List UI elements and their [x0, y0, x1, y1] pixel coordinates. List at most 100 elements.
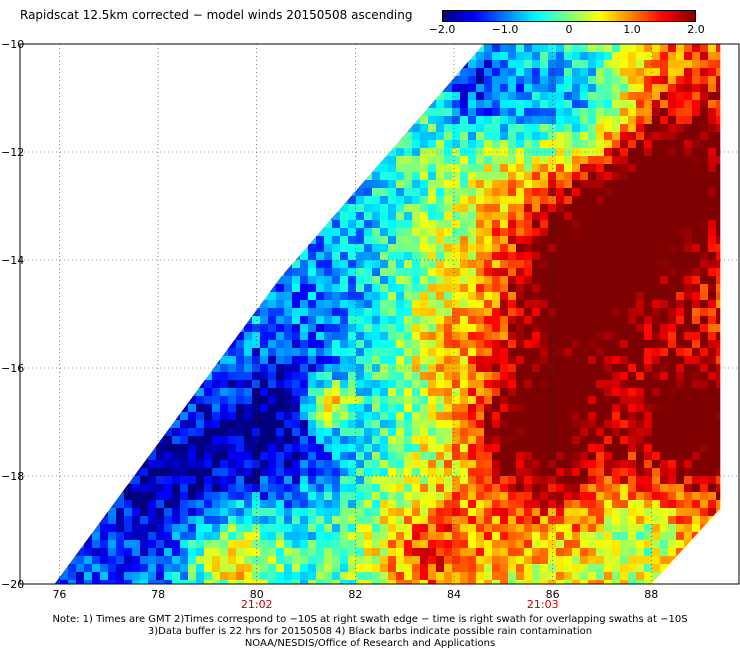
- data-cell: [356, 204, 365, 213]
- data-cell: [164, 356, 173, 365]
- data-cell: [412, 116, 421, 125]
- data-cell: [580, 468, 589, 477]
- data-cell: [716, 308, 721, 317]
- data-cell: [404, 132, 413, 141]
- data-cell: [636, 276, 645, 285]
- data-cell: [156, 260, 165, 269]
- data-cell: [292, 300, 301, 309]
- data-cell: [620, 244, 629, 253]
- data-cell: [652, 244, 661, 253]
- data-cell: [140, 196, 149, 205]
- data-cell: [244, 268, 253, 277]
- data-cell: [660, 308, 669, 317]
- data-cell: [492, 412, 501, 421]
- data-cell: [228, 332, 237, 341]
- data-cell: [36, 436, 45, 445]
- data-cell: [596, 84, 605, 93]
- data-cell: [364, 460, 373, 469]
- data-cell: [84, 172, 93, 181]
- data-cell: [492, 180, 501, 189]
- data-cell: [276, 244, 285, 253]
- data-cell: [244, 428, 253, 437]
- data-cell: [580, 372, 589, 381]
- data-cell: [108, 428, 117, 437]
- data-cell: [180, 92, 189, 101]
- data-cell: [372, 204, 381, 213]
- data-cell: [652, 316, 661, 325]
- data-cell: [68, 140, 77, 149]
- data-cell: [420, 44, 429, 53]
- data-cell: [708, 268, 717, 277]
- data-cell: [692, 44, 701, 53]
- data-cell: [28, 300, 37, 309]
- data-cell: [20, 220, 29, 229]
- data-cell: [116, 212, 125, 221]
- data-cell: [276, 276, 285, 285]
- data-cell: [660, 420, 669, 429]
- data-cell: [548, 412, 557, 421]
- data-cell: [500, 284, 509, 293]
- data-cell: [708, 44, 717, 53]
- data-cell: [396, 252, 405, 261]
- data-cell: [204, 444, 213, 453]
- data-cell: [204, 372, 213, 381]
- data-cell: [92, 324, 101, 333]
- data-cell: [500, 220, 509, 229]
- data-cell: [644, 340, 653, 349]
- data-cell: [116, 132, 125, 141]
- data-cell: [292, 460, 301, 469]
- data-cell: [684, 412, 693, 421]
- data-cell: [716, 172, 721, 181]
- data-cell: [436, 388, 445, 397]
- data-cell: [244, 236, 253, 245]
- data-cell: [84, 204, 93, 213]
- data-cell: [428, 108, 437, 117]
- data-cell: [300, 316, 309, 325]
- data-cell: [484, 468, 493, 477]
- data-cell: [620, 252, 629, 261]
- data-cell: [444, 476, 453, 485]
- data-cell: [684, 204, 693, 213]
- data-cell: [284, 308, 293, 317]
- data-cell: [92, 476, 101, 485]
- data-cell: [140, 356, 149, 365]
- data-cell: [716, 404, 721, 413]
- data-cell: [668, 300, 677, 309]
- data-cell: [332, 484, 341, 493]
- data-cell: [620, 188, 629, 197]
- data-cell: [452, 436, 461, 445]
- data-cell: [380, 292, 389, 301]
- data-cell: [100, 316, 109, 325]
- data-cell: [452, 316, 461, 325]
- data-cell: [508, 420, 517, 429]
- data-cell: [164, 236, 173, 245]
- data-cell: [124, 460, 133, 469]
- data-cell: [340, 156, 349, 165]
- data-cell: [28, 308, 37, 317]
- data-cell: [108, 244, 117, 253]
- data-cell: [148, 220, 157, 229]
- data-cell: [412, 412, 421, 421]
- data-cell: [324, 124, 333, 133]
- data-cell: [468, 468, 477, 477]
- data-cell: [548, 308, 557, 317]
- data-cell: [148, 44, 157, 53]
- data-cell: [84, 372, 93, 381]
- data-cell: [196, 44, 205, 53]
- data-cell: [348, 404, 357, 413]
- data-cell: [652, 124, 661, 133]
- data-cell: [636, 428, 645, 437]
- data-cell: [556, 84, 565, 93]
- data-cell: [668, 196, 677, 205]
- data-cell: [60, 76, 69, 85]
- data-cell: [132, 116, 141, 125]
- data-cell: [364, 348, 373, 357]
- data-cell: [116, 316, 125, 325]
- data-cell: [532, 468, 541, 477]
- data-cell: [428, 420, 437, 429]
- data-cell: [524, 220, 533, 229]
- data-cell: [204, 388, 213, 397]
- data-cell: [516, 164, 525, 173]
- data-cell: [460, 116, 469, 125]
- data-cell: [700, 260, 709, 269]
